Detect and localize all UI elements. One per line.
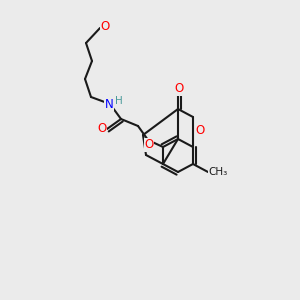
Text: O: O [144, 139, 154, 152]
Text: O: O [98, 122, 106, 136]
Text: CH₃: CH₃ [208, 167, 228, 177]
Text: O: O [100, 20, 109, 34]
Text: N: N [105, 98, 113, 110]
Text: H: H [115, 96, 123, 106]
Text: O: O [195, 124, 205, 136]
Text: O: O [174, 82, 184, 95]
